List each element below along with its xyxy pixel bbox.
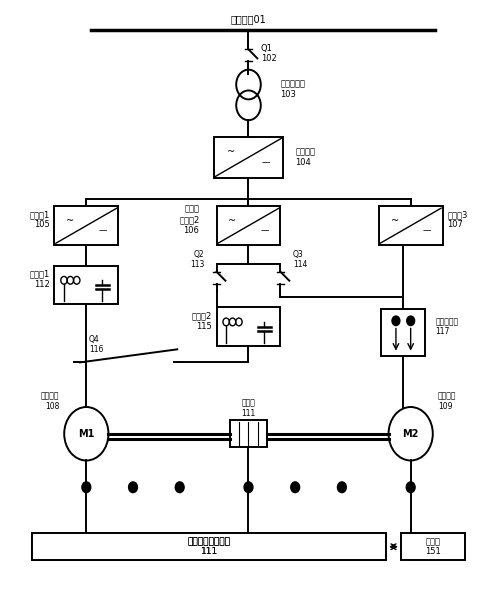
Text: —: — (260, 226, 269, 235)
Text: 输出接线端
117: 输出接线端 117 (435, 317, 458, 337)
Text: 整流单元
104: 整流单元 104 (295, 148, 315, 167)
Circle shape (392, 316, 400, 326)
Text: Q4
116: Q4 116 (89, 335, 103, 354)
Bar (32, 533, 386, 560)
Bar (54, 266, 118, 304)
Text: 测试系统监控模块
111: 测试系统监控模块 111 (188, 537, 231, 556)
Bar (54, 206, 118, 245)
Text: —: — (261, 158, 270, 167)
Text: 测试系统监控模块
111: 测试系统监控模块 111 (188, 537, 231, 556)
Text: —: — (422, 226, 431, 235)
Text: ~: ~ (229, 216, 237, 226)
Text: 变频器1
105: 变频器1 105 (29, 210, 50, 229)
Text: 滤波器1
112: 滤波器1 112 (29, 269, 50, 289)
Text: 滤波器2
115: 滤波器2 115 (191, 311, 212, 331)
Circle shape (406, 482, 415, 493)
Circle shape (337, 482, 346, 493)
Text: ~: ~ (391, 216, 399, 226)
Bar (379, 206, 443, 245)
Text: 被测电机
108: 被测电机 108 (41, 391, 59, 411)
Text: 四象限
变频器2
106: 四象限 变频器2 106 (179, 205, 199, 235)
Text: Q1
102: Q1 102 (261, 44, 276, 63)
Text: 上位机
151: 上位机 151 (425, 537, 441, 556)
Circle shape (244, 482, 253, 493)
Text: 供电变压器
103: 供电变压器 103 (280, 79, 306, 98)
Circle shape (82, 482, 91, 493)
Text: M2: M2 (403, 429, 419, 439)
Text: Q2
113: Q2 113 (190, 250, 204, 269)
Text: ~: ~ (227, 147, 236, 157)
Circle shape (129, 482, 138, 493)
Bar (217, 206, 280, 245)
Circle shape (175, 482, 184, 493)
Bar (401, 533, 465, 560)
Text: 阐试电机
109: 阐试电机 109 (438, 391, 456, 411)
Text: ~: ~ (66, 216, 75, 226)
Bar (214, 137, 283, 178)
Text: M1: M1 (78, 429, 94, 439)
Circle shape (291, 482, 300, 493)
Circle shape (407, 316, 414, 326)
Bar (32, 533, 386, 560)
Text: 变频器3
107: 变频器3 107 (447, 210, 468, 229)
Text: 联轴器
111: 联轴器 111 (242, 399, 255, 418)
Bar (230, 421, 267, 447)
Bar (381, 309, 425, 356)
Text: Q3
114: Q3 114 (293, 250, 307, 269)
Text: 供电电网01: 供电电网01 (231, 14, 266, 24)
Text: —: — (98, 226, 106, 235)
Bar (217, 307, 280, 346)
